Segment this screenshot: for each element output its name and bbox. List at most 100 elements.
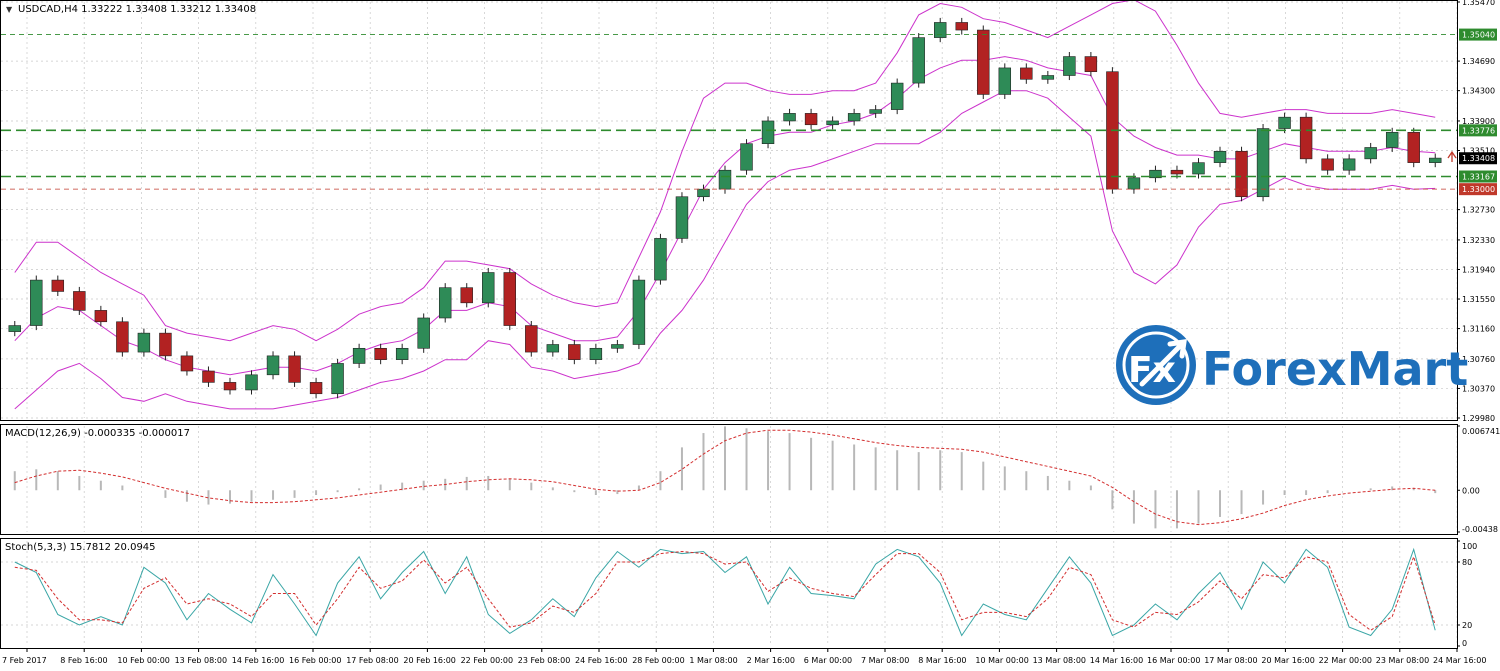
x-tick-label: 16 Feb 00:00 bbox=[289, 656, 341, 665]
x-tick-label: 28 Feb 00:00 bbox=[632, 656, 684, 665]
candle bbox=[51, 279, 65, 292]
y-tick-label: 1.34300 bbox=[1462, 87, 1495, 96]
candle bbox=[30, 279, 43, 326]
candle bbox=[675, 196, 689, 239]
x-tick-label: 24 Mar 16:00 bbox=[1433, 656, 1486, 665]
macd-tick-label: 0.006741 bbox=[1462, 427, 1500, 436]
arrow-up-icon bbox=[1139, 339, 1187, 387]
x-tick-label: 17 Mar 08:00 bbox=[1204, 656, 1257, 665]
candle bbox=[309, 382, 323, 395]
x-tick-label: 8 Mar 16:00 bbox=[918, 656, 966, 665]
x-tick-label: 23 Feb 08:00 bbox=[518, 656, 570, 665]
candle bbox=[1084, 56, 1098, 73]
stoch-tick-label: 100 bbox=[1462, 542, 1477, 551]
macd-panel bbox=[0, 424, 1458, 535]
bollinger-lower-line bbox=[14, 90, 1436, 410]
x-tick-label: 16 Mar 00:00 bbox=[1147, 656, 1200, 665]
candle bbox=[632, 279, 646, 345]
candle bbox=[73, 291, 86, 311]
y-tick-label: 1.30760 bbox=[1462, 355, 1495, 364]
candle bbox=[912, 37, 925, 84]
logo-glyph: Fx bbox=[1128, 350, 1176, 391]
level-label: 1.33776 bbox=[1462, 126, 1495, 135]
candle bbox=[266, 355, 280, 376]
x-tick-label: 13 Mar 08:00 bbox=[1033, 656, 1086, 665]
forexmart-logo: Fx ForexMart bbox=[1116, 325, 1468, 405]
candle bbox=[94, 310, 108, 323]
candle bbox=[331, 363, 344, 395]
candle bbox=[1321, 158, 1334, 171]
candle bbox=[1235, 150, 1248, 198]
y-tick-label: 1.29980 bbox=[1462, 414, 1495, 423]
x-tick-label: 10 Mar 00:00 bbox=[975, 656, 1028, 665]
candle bbox=[1020, 67, 1033, 80]
candle bbox=[740, 143, 753, 171]
y-tick-label: 1.33900 bbox=[1462, 117, 1495, 126]
stoch-k-line bbox=[14, 547, 1436, 637]
candle bbox=[438, 287, 452, 319]
candle bbox=[8, 325, 21, 332]
level-label-bg bbox=[1459, 124, 1497, 137]
candle bbox=[869, 109, 882, 114]
candle bbox=[395, 347, 409, 360]
candle bbox=[1149, 169, 1162, 179]
x-tick-label: 13 Feb 08:00 bbox=[175, 656, 227, 665]
candle bbox=[159, 332, 172, 357]
candle bbox=[180, 355, 194, 372]
candle bbox=[1063, 56, 1076, 76]
stoch-panel bbox=[0, 538, 1458, 649]
level-label: 1.33000 bbox=[1462, 185, 1495, 194]
candle bbox=[847, 113, 861, 122]
candle bbox=[611, 344, 624, 349]
x-tick-label: 7 Feb 2017 bbox=[2, 656, 47, 665]
candle bbox=[1407, 132, 1420, 163]
candle bbox=[482, 272, 495, 304]
main-panel bbox=[0, 0, 1458, 421]
bollinger-upper-line bbox=[14, 0, 1436, 342]
chart-title: USDCAD,H4 1.33222 1.33408 1.33212 1.3340… bbox=[18, 4, 256, 15]
candle bbox=[589, 347, 603, 360]
level-label: 1.35040 bbox=[1462, 31, 1495, 40]
candle bbox=[1127, 177, 1141, 190]
macd-label: MACD(12,26,9) -0.000335 -0.000017 bbox=[5, 428, 190, 439]
candle bbox=[718, 169, 732, 190]
x-tick-label: 14 Mar 16:00 bbox=[1090, 656, 1143, 665]
level-label-bg bbox=[1459, 183, 1497, 196]
x-tick-label: 8 Feb 16:00 bbox=[60, 656, 107, 665]
candle bbox=[137, 332, 151, 353]
candle bbox=[568, 344, 581, 360]
macd-signal-line bbox=[14, 429, 1436, 526]
stoch-tick-label: 20 bbox=[1462, 621, 1472, 630]
candle bbox=[890, 82, 904, 110]
candle bbox=[1041, 75, 1055, 80]
candle bbox=[1385, 132, 1399, 148]
candle bbox=[697, 188, 710, 198]
candle bbox=[1213, 150, 1227, 163]
x-tick-label: 22 Mar 00:00 bbox=[1319, 656, 1372, 665]
y-tick-label: 1.31940 bbox=[1462, 265, 1495, 274]
level-label-bg bbox=[1459, 28, 1497, 41]
candle bbox=[374, 347, 387, 360]
candle bbox=[783, 113, 796, 122]
macd-tick-label: -0.00438 bbox=[1462, 525, 1498, 534]
y-tick-label: 1.33510 bbox=[1462, 147, 1495, 156]
x-tick-label: 22 Feb 00:00 bbox=[461, 656, 513, 665]
macd-tick-label: 0.00 bbox=[1462, 486, 1480, 495]
candle bbox=[288, 355, 301, 383]
candle bbox=[826, 120, 839, 126]
x-tick-label: 6 Mar 00:00 bbox=[804, 656, 852, 665]
candle bbox=[1364, 147, 1377, 160]
candle bbox=[525, 325, 538, 353]
candle bbox=[1278, 116, 1291, 129]
stoch-tick-label: 80 bbox=[1462, 558, 1472, 567]
y-tick-label: 1.32330 bbox=[1462, 236, 1495, 245]
candle bbox=[654, 238, 667, 281]
y-tick-label: 1.34690 bbox=[1462, 57, 1495, 66]
candle bbox=[1170, 169, 1184, 175]
candle bbox=[977, 29, 990, 95]
x-tick-label: 23 Mar 08:00 bbox=[1376, 656, 1429, 665]
x-tick-label: 2 Mar 16:00 bbox=[747, 656, 795, 665]
level-label: 1.33408 bbox=[1462, 154, 1495, 163]
x-tick-label: 17 Feb 08:00 bbox=[346, 656, 398, 665]
